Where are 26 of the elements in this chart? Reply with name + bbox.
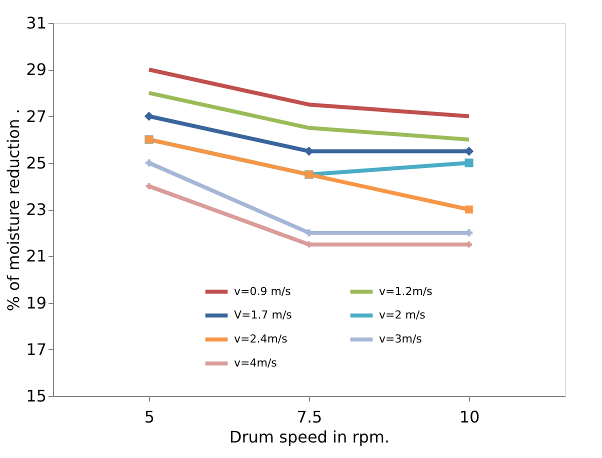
legend-label: v=1.2m/s (379, 284, 433, 298)
y-tick-label: 27 (26, 106, 46, 126)
legend-label: V=1.7 m/s (234, 308, 292, 322)
point (145, 159, 153, 166)
point (464, 158, 474, 168)
legend-label: v=4m/s (234, 356, 278, 370)
point (144, 112, 154, 121)
legend-label: v=2 m/s (379, 308, 426, 322)
y-tick-label: 15 (26, 386, 46, 406)
x-tick-label: 5 (144, 408, 155, 426)
x-axis-title: Drum speed in rpm. (229, 428, 390, 446)
y-axis-title: % of moisture reduction . (4, 108, 24, 312)
y-tick-label: 17 (26, 340, 46, 359)
x-tick-label: 10 (459, 408, 480, 426)
y-tick-label: 25 (26, 153, 46, 172)
legend-label: v=3m/s (379, 332, 422, 346)
y-tick-label: 21 (26, 246, 46, 266)
legend-label: v=0.9 m/s (234, 284, 292, 298)
y-tick-label: 31 (26, 14, 46, 32)
y-tick-label: 29 (26, 60, 46, 80)
legend-label: v=2.4m/s (234, 332, 288, 346)
x-tick-label: 7.5 (296, 408, 322, 426)
point (146, 183, 152, 190)
y-tick-label: 23 (26, 200, 46, 219)
y-tick-label: 19 (26, 293, 46, 312)
point (465, 206, 473, 214)
